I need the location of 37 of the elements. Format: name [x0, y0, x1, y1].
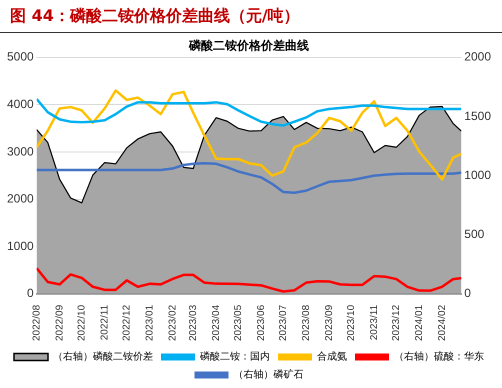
x-tick-label: 2023/09	[324, 304, 335, 342]
x-tick-label: 2022/09	[54, 304, 66, 342]
x-tick-label: 2023/10	[346, 304, 358, 342]
x-tick-label: 2023/11	[368, 304, 380, 340]
legend-label: 合成氨	[317, 350, 347, 363]
y-tick-label: 1000	[6, 238, 34, 253]
x-tick-label: 2022/08	[31, 304, 42, 342]
x-tick-label: 2023/04	[210, 304, 222, 342]
legend-label: （右轴）磷矿石	[234, 368, 304, 381]
x-tick-label: 2023/05	[233, 304, 244, 342]
x-tick-label: 2022/10	[76, 304, 88, 342]
y-tick-label: 5000	[6, 50, 34, 64]
x-tick-label: 2022/12	[122, 304, 133, 342]
y2-tick-label: 0	[464, 286, 472, 300]
x-tick-label: 2023/12	[391, 304, 402, 342]
y-tick-label: 3000	[6, 144, 34, 158]
chart-subtitle: 磷酸二铵价格价差曲线	[188, 38, 309, 52]
x-tick-label: 2023/02	[167, 304, 178, 342]
y2-tick-label: 1500	[464, 108, 492, 123]
x-tick-label: 2023/07	[278, 304, 290, 342]
y2-tick-label: 500	[464, 227, 485, 242]
y-tick-label: 0	[27, 286, 34, 300]
x-tick-label: 2023/01	[144, 304, 156, 342]
y2-tick-label: 2000	[464, 50, 492, 64]
x-tick-label: 2023/03	[188, 304, 199, 342]
legend-label: （右轴）磷酸二铵价差	[53, 350, 153, 363]
y-tick-label: 4000	[6, 97, 34, 112]
y2-tick-label: 1000	[464, 168, 492, 182]
legend-label: 磷酸二铵：国内	[199, 350, 270, 363]
x-tick-label: 2024/01	[414, 304, 425, 342]
x-tick-label: 2024/02	[436, 304, 448, 342]
x-tick-label: 2022/11	[99, 304, 110, 340]
legend-label: （右轴）硫酸：华东	[394, 350, 484, 363]
chart-title: 图 44：磷酸二铵价格价差曲线（元/吨）	[0, 0, 502, 33]
y-tick-label: 2000	[6, 192, 34, 206]
x-tick-label: 2023/08	[300, 304, 312, 342]
x-tick-label: 2023/06	[256, 304, 267, 342]
